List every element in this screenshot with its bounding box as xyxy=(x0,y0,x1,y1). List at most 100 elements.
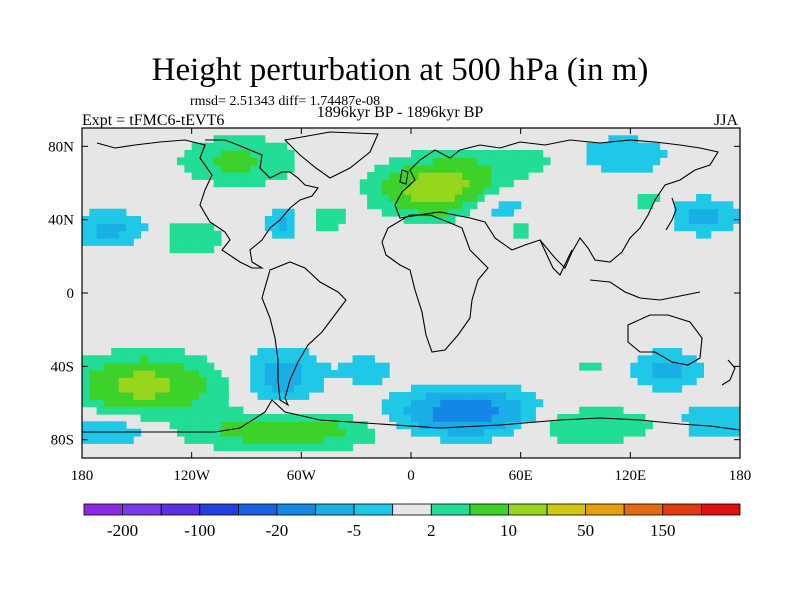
field-cell xyxy=(506,150,514,158)
field-cell xyxy=(381,208,390,217)
field-cell xyxy=(242,443,251,452)
field-cell xyxy=(169,362,178,371)
field-cell xyxy=(425,186,434,195)
field-cell xyxy=(272,208,280,217)
field-cell xyxy=(213,238,222,246)
field-cell xyxy=(352,362,361,371)
colorbar-swatch xyxy=(83,503,123,516)
field-cell xyxy=(82,399,90,408)
field-cell xyxy=(447,406,456,415)
field-cell xyxy=(199,421,207,430)
field-cell xyxy=(191,362,200,371)
field-cell xyxy=(220,392,229,400)
field-cell xyxy=(294,377,302,386)
field-cell xyxy=(513,406,522,415)
field-cell xyxy=(184,436,193,444)
field-cell xyxy=(228,414,237,422)
field-cell xyxy=(140,392,149,400)
field-cell xyxy=(111,362,120,371)
field-cell xyxy=(257,355,266,364)
field-cell xyxy=(235,443,244,452)
field-cell xyxy=(235,436,244,444)
field-cell xyxy=(294,384,302,393)
field-cell xyxy=(389,399,397,408)
coastline-uk xyxy=(399,169,409,185)
field-cell xyxy=(630,150,639,158)
field-cell xyxy=(425,392,434,400)
field-cell xyxy=(337,362,346,371)
field-cell xyxy=(688,370,697,378)
field-cell xyxy=(147,392,156,400)
field-cell xyxy=(257,370,266,378)
field-cell xyxy=(177,157,185,166)
field-cell xyxy=(140,355,149,364)
field-cell xyxy=(374,370,383,378)
field-cell xyxy=(389,157,397,166)
field-cell xyxy=(140,414,149,422)
field-cell xyxy=(528,164,536,173)
field-cell xyxy=(710,223,719,232)
field-cell xyxy=(506,179,514,188)
field-cell xyxy=(82,370,90,378)
field-cell xyxy=(184,150,193,158)
field-cell xyxy=(513,421,522,430)
field-cell xyxy=(601,428,609,437)
field-cell xyxy=(118,355,127,364)
field-cell xyxy=(330,208,339,217)
field-cell xyxy=(316,377,324,386)
field-cell xyxy=(316,216,324,224)
field-cell xyxy=(206,230,215,239)
field-cell xyxy=(725,223,734,232)
field-cell xyxy=(184,370,193,378)
field-cell xyxy=(103,223,112,232)
field-cell xyxy=(118,223,127,232)
field-cell xyxy=(432,421,441,430)
field-cell xyxy=(630,370,639,378)
field-cell xyxy=(220,399,229,408)
field-cell xyxy=(206,377,215,386)
field-cell xyxy=(272,443,280,452)
field-cell xyxy=(352,436,361,444)
field-cell xyxy=(454,384,463,393)
field-cell xyxy=(199,370,207,378)
field-cell xyxy=(411,194,419,202)
field-cell xyxy=(279,355,288,364)
field-cell xyxy=(264,355,273,364)
colorbar-label: -20 xyxy=(266,521,289,540)
x-tick-label: 180 xyxy=(729,468,752,484)
field-cell xyxy=(308,377,317,386)
field-cell xyxy=(418,194,427,202)
field-cell xyxy=(652,377,661,386)
field-cell xyxy=(389,392,397,400)
field-cell xyxy=(674,223,683,232)
field-cell xyxy=(330,216,339,224)
field-cell xyxy=(484,384,492,393)
field-cell xyxy=(411,428,419,437)
field-cell xyxy=(301,414,310,422)
field-cell xyxy=(396,201,405,210)
field-cell xyxy=(637,164,646,173)
field-cell xyxy=(250,172,259,180)
field-cell xyxy=(498,406,507,415)
field-cell xyxy=(286,208,295,217)
field-cell xyxy=(696,194,704,202)
field-cell xyxy=(191,377,200,386)
field-cell xyxy=(250,377,259,386)
field-cell xyxy=(579,362,588,371)
field-cell xyxy=(469,164,478,173)
field-cell xyxy=(418,421,427,430)
field-cell xyxy=(82,377,90,386)
field-cell xyxy=(367,428,375,437)
field-cell xyxy=(191,384,200,393)
field-cell xyxy=(228,443,237,452)
field-cell xyxy=(498,414,507,422)
field-cell xyxy=(301,355,310,364)
field-cell xyxy=(213,150,222,158)
field-cell xyxy=(169,399,178,408)
field-cell xyxy=(89,370,98,378)
field-cell xyxy=(411,392,419,400)
field-cell xyxy=(103,406,112,415)
colorbar-label: 50 xyxy=(577,521,594,540)
field-cell xyxy=(162,414,171,422)
